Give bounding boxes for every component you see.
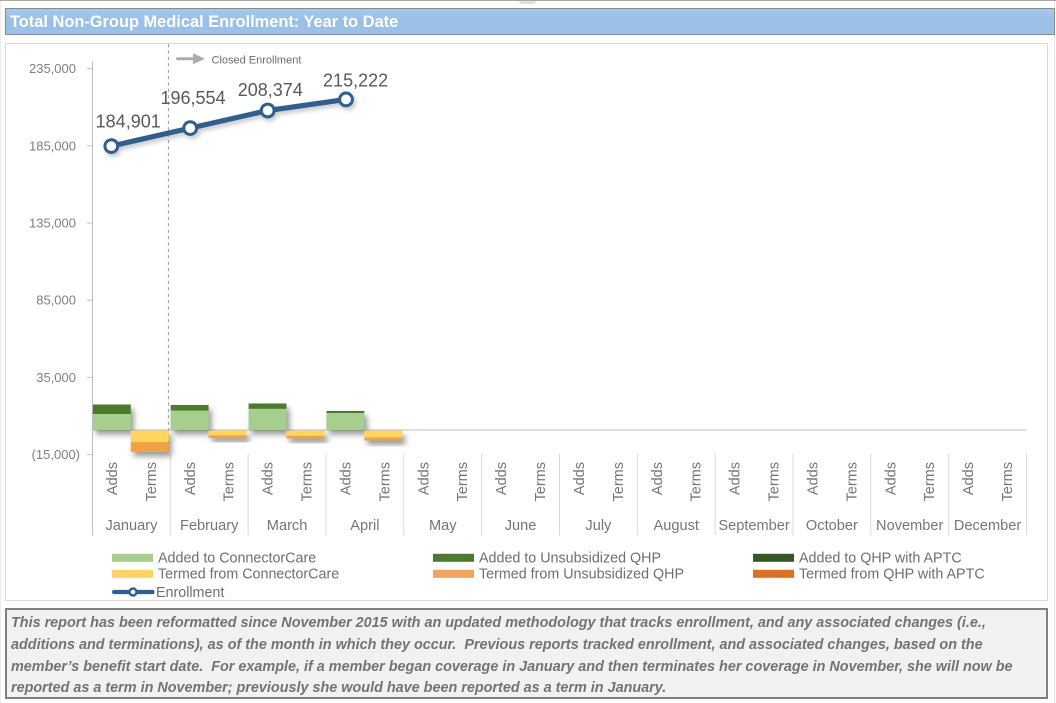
svg-text:Added to Unsubsidized QHP: Added to Unsubsidized QHP (479, 551, 661, 567)
svg-text:(15,000): (15,000) (32, 447, 80, 462)
svg-text:October: October (806, 518, 858, 534)
svg-text:235,000: 235,000 (29, 61, 76, 76)
svg-text:Terms: Terms (1000, 462, 1016, 501)
svg-text:April: April (350, 518, 379, 534)
svg-text:Adds: Adds (805, 462, 821, 495)
svg-text:Terms: Terms (222, 462, 238, 501)
svg-text:March: March (267, 518, 308, 534)
svg-text:Terms: Terms (922, 462, 938, 501)
svg-text:Termed from Unsubsidized QHP: Termed from Unsubsidized QHP (479, 567, 684, 583)
svg-text:Adds: Adds (728, 462, 744, 495)
svg-text:208,374: 208,374 (238, 80, 303, 100)
svg-text:Adds: Adds (961, 462, 977, 495)
svg-text:Adds: Adds (105, 462, 121, 495)
svg-text:Terms: Terms (533, 462, 549, 501)
svg-text:Adds: Adds (650, 462, 666, 495)
svg-text:185,000: 185,000 (29, 138, 76, 153)
svg-text:Terms: Terms (844, 462, 860, 501)
svg-text:Terms: Terms (611, 462, 627, 501)
svg-text:Terms: Terms (689, 462, 705, 501)
svg-text:Termed from ConnectorCare: Termed from ConnectorCare (158, 567, 339, 583)
svg-text:Adds: Adds (416, 462, 432, 495)
svg-text:Added to ConnectorCare: Added to ConnectorCare (158, 551, 316, 567)
svg-text:September: September (718, 518, 790, 534)
svg-text:November: November (876, 518, 943, 534)
svg-text:Adds: Adds (338, 462, 354, 495)
svg-text:Terms: Terms (455, 462, 471, 501)
svg-text:July: July (585, 518, 612, 534)
svg-text:Adds: Adds (572, 462, 588, 495)
svg-text:215,222: 215,222 (323, 70, 388, 90)
svg-text:35,000: 35,000 (36, 370, 76, 385)
svg-text:Terms: Terms (377, 462, 393, 501)
svg-text:135,000: 135,000 (29, 216, 76, 231)
svg-text:February: February (180, 518, 239, 534)
svg-text:August: August (654, 518, 699, 534)
svg-text:Closed Enrollment: Closed Enrollment (212, 55, 302, 67)
svg-text:June: June (505, 518, 537, 534)
svg-text:December: December (954, 518, 1021, 534)
svg-text:Terms: Terms (144, 462, 160, 501)
svg-text:Enrollment: Enrollment (156, 585, 224, 601)
svg-text:Terms: Terms (766, 462, 782, 501)
svg-text:January: January (105, 518, 158, 534)
svg-text:Adds: Adds (183, 462, 199, 495)
svg-text:196,554: 196,554 (160, 88, 225, 108)
svg-text:Terms: Terms (299, 462, 315, 501)
svg-text:Adds: Adds (883, 462, 899, 495)
svg-text:Added to QHP with APTC: Added to QHP with APTC (799, 551, 962, 567)
svg-text:Adds: Adds (494, 462, 510, 495)
svg-text:184,901: 184,901 (96, 112, 161, 132)
svg-text:May: May (429, 518, 457, 534)
svg-text:85,000: 85,000 (36, 293, 76, 308)
svg-text:Termed from QHP with APTC: Termed from QHP with APTC (799, 567, 985, 583)
svg-text:Adds: Adds (261, 462, 277, 495)
